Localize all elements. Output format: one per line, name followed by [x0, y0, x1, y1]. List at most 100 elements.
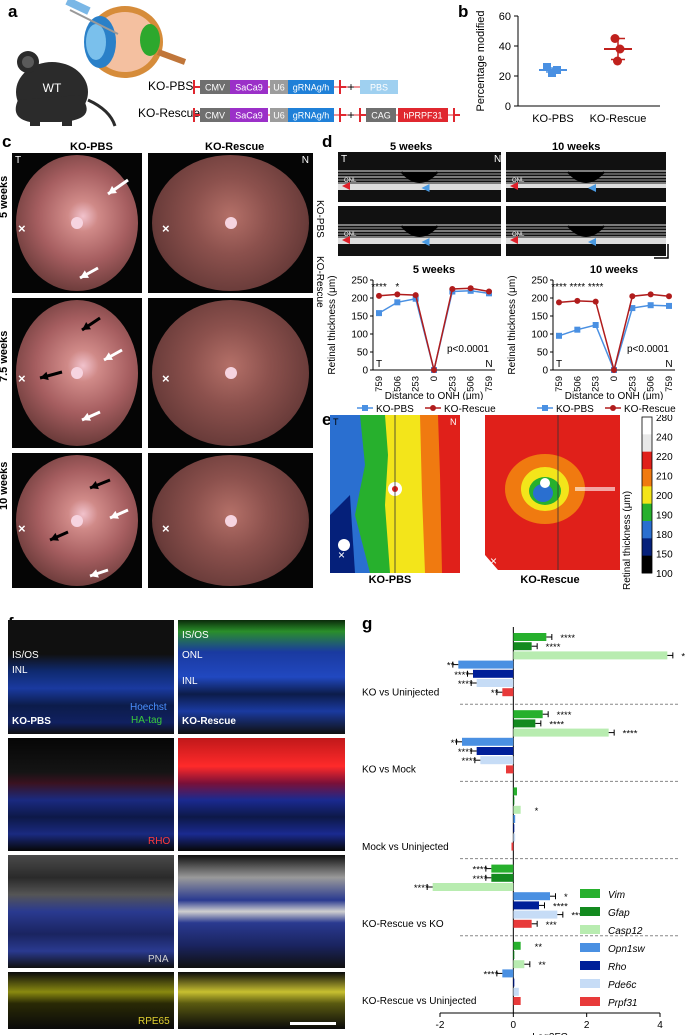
colorbar-swatch: [642, 538, 652, 557]
significance-star: **: [491, 688, 499, 699]
cross-marker: ×: [18, 371, 26, 386]
significance-star: ****: [549, 719, 564, 730]
data-point: [647, 302, 654, 309]
bar: [513, 710, 543, 719]
x-tick-label: 506: [466, 376, 477, 392]
cross-marker: ×: [162, 520, 170, 536]
oct-scan-1: ONL: [506, 152, 666, 202]
data-point: [556, 299, 562, 306]
box-grna-text: gRNAg/h: [293, 111, 330, 121]
cross-marker: ×: [162, 221, 170, 236]
row-label-5weeks: 5 weeks: [0, 175, 10, 218]
legend-swatch: [580, 961, 600, 970]
svg-text:ONL: ONL: [344, 232, 357, 238]
box-pbs-text: PBS: [370, 83, 388, 93]
panel-label-a: a: [8, 2, 18, 21]
x-tick-label: 253: [447, 376, 458, 392]
oct-scans: ONL ONL ONL ONL T N: [338, 152, 669, 259]
y-tick-label: 100: [531, 330, 548, 341]
significance-star: *: [535, 806, 539, 817]
construct-diagrams: CMV SaCa9 U6 gRNAg/h + PBS CMV SaCa9 U6 gRNAg/h + C…: [193, 80, 460, 122]
svg-text:ONL: ONL: [512, 232, 525, 238]
colorbar-swatch: [642, 451, 652, 470]
box-saca9-text: SaCa9: [235, 83, 263, 93]
legend-marker: [610, 405, 616, 411]
layer-label-isos-rescue: IS/OS: [182, 630, 209, 641]
legend-label: Rho: [608, 962, 627, 973]
fundus-arrows: [39, 178, 129, 578]
legend-label: Pde6c: [608, 980, 636, 991]
x-tick-label: KO-Rescue: [590, 113, 647, 125]
colorbar-tick: 240: [656, 433, 673, 444]
cross-marker: ×: [18, 221, 26, 236]
layer-label-inl-rescue: INL: [182, 676, 198, 687]
legend-swatch: [580, 979, 600, 988]
stain-label-rpe65: RPE65: [138, 1016, 170, 1027]
bar: [476, 747, 514, 755]
thickness-maps: T N × KO-PBS × KO-Rescue: [330, 415, 620, 583]
x-tick-label: 4: [657, 1020, 663, 1031]
red-arrow-icon: [342, 236, 350, 244]
box-u6: [270, 108, 288, 122]
y-tick-label: 0: [542, 366, 548, 377]
x-tick-label: 759: [664, 376, 675, 392]
data-point: [376, 310, 382, 317]
legend-label: Opn1sw: [608, 944, 645, 955]
box-saca9-text: SaCa9: [235, 111, 263, 121]
chart-d-10weeks: 10 weeks 0 50 100 150 200 250 Retinal thickness…: [507, 264, 675, 400]
corner-label-t: T: [15, 155, 22, 166]
box-cmv: [200, 108, 230, 122]
data-point: [592, 298, 599, 305]
data-point: [543, 63, 551, 71]
oct-title-5weeks: 5 weeks: [390, 141, 433, 153]
svg-text:ONL: ONL: [512, 178, 525, 184]
legend-label: KO-PBS: [376, 404, 414, 415]
colorbar-tick: 100: [656, 569, 673, 580]
bar: [502, 688, 514, 697]
oct-title-10weeks: 10 weeks: [552, 141, 601, 153]
svg-text:ONL: ONL: [344, 178, 357, 184]
data-point: [553, 66, 561, 74]
panel-c-col1: KO-PBS: [70, 141, 113, 153]
arrow-icon: [81, 316, 101, 332]
bar: [491, 873, 514, 882]
mouse-label: WT: [43, 81, 62, 95]
construct-label-ko-rescue: KO-Rescue: [138, 106, 201, 120]
box-u6-text: U6: [273, 83, 285, 93]
legend-label: Casp12: [608, 926, 643, 937]
y-tick-label: 250: [351, 276, 368, 287]
panel-label-e: e: [322, 410, 332, 429]
arrow-icon: [81, 410, 101, 422]
panel-label-g: g: [362, 614, 373, 633]
x-tick-label: 2: [584, 1020, 590, 1031]
group-label: Mock vs Uninjected: [362, 842, 449, 853]
data-point: [376, 292, 382, 299]
bar: [511, 842, 514, 851]
legend-label: Gfap: [608, 908, 630, 919]
arrow-icon: [107, 178, 129, 196]
x-tick-label: KO-PBS: [532, 113, 574, 125]
colorbar-swatch: [642, 486, 652, 505]
layer-label-onl: ONL: [182, 650, 203, 661]
data-point: [486, 288, 492, 295]
arrow-icon: [103, 348, 123, 362]
arrow-icon: [109, 508, 129, 520]
significance-star: **: [538, 960, 546, 971]
significance-star: ****: [681, 651, 685, 662]
oct-scan-3: ONL: [506, 206, 666, 256]
oct-corner-t: T: [341, 154, 347, 165]
x-tick-label: 759: [484, 376, 495, 392]
x-tick-label: 759: [554, 376, 565, 392]
significance-star: ****: [588, 282, 604, 293]
cross-marker: ×: [162, 371, 170, 386]
x-tick-label: 506: [646, 376, 657, 392]
fundus-image-1-0: ×: [12, 298, 142, 448]
box-hprpf31-text: hPRPF31: [403, 111, 442, 121]
significance-star: **: [451, 738, 459, 749]
x-tick-label: 759: [374, 376, 385, 392]
map-marker: ×: [490, 554, 497, 568]
significance-star: ****: [454, 670, 469, 681]
data-point: [610, 34, 620, 43]
bar: [513, 997, 521, 1005]
box-hprpf31: [398, 108, 448, 122]
